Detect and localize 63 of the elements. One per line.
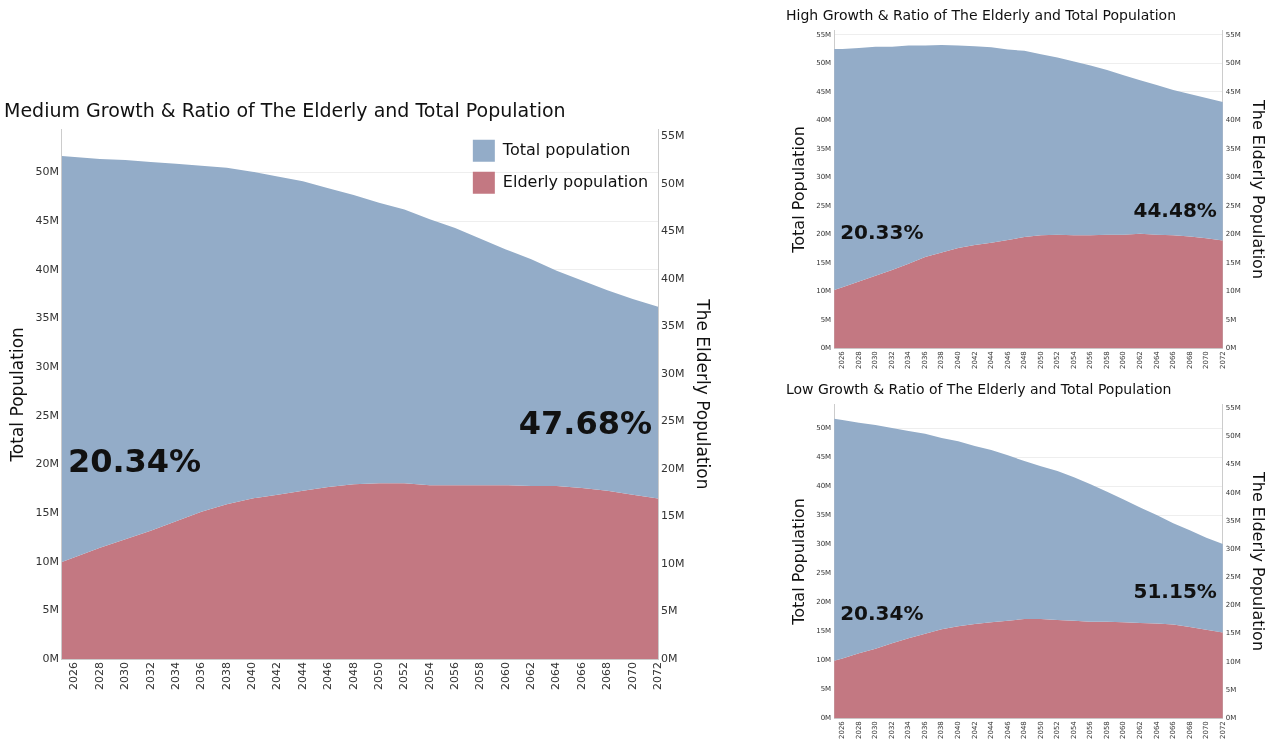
annotation: 51.15% xyxy=(1133,579,1217,604)
x-tick-label: 2062 xyxy=(524,662,538,691)
legend-label: Total population xyxy=(501,139,631,159)
x-tick-label: 2032 xyxy=(143,662,157,691)
chart-title: Low Growth & Ratio of The Elderly and Total Population xyxy=(786,381,1172,398)
y2-tick-label: 10M xyxy=(661,556,685,570)
y2-axis-title: The Elderly Population xyxy=(1249,470,1269,652)
y-tick-label: 0M xyxy=(42,651,59,665)
x-tick-label: 2030 xyxy=(118,662,132,691)
y-tick-label: 40M xyxy=(35,262,59,276)
y2-tick-label: 30M xyxy=(661,366,685,380)
y-tick-label: 10M xyxy=(35,554,59,568)
y2-tick-label: 5M xyxy=(661,604,678,618)
x-tick-label: 2060 xyxy=(498,662,512,691)
x-tick-label: 2058 xyxy=(473,662,487,691)
annotation: 20.34% xyxy=(840,600,924,625)
y-tick-label: 25M xyxy=(35,408,59,422)
y-tick-label: 30M xyxy=(35,360,59,374)
x-tick-label: 2042 xyxy=(270,662,284,691)
y2-tick-label: 0M xyxy=(661,651,678,665)
x-tick-label: 2046 xyxy=(321,662,335,691)
y-axis-title: Total Population xyxy=(6,327,27,463)
y2-axis-title: The Elderly Population xyxy=(693,298,714,490)
y2-tick-label: 55M xyxy=(661,129,685,143)
x-tick-label: 2064 xyxy=(549,662,563,691)
y2-tick-label: 50M xyxy=(661,176,685,190)
annotation: 20.34% xyxy=(67,441,202,480)
x-tick-label: 2054 xyxy=(422,662,436,691)
x-tick-label: 2072 xyxy=(650,662,664,691)
y-tick-label: 5M xyxy=(42,603,59,617)
x-tick-label: 2068 xyxy=(600,662,614,691)
y-tick-label: 15M xyxy=(35,505,59,519)
y2-tick-label: 35M xyxy=(661,319,685,333)
legend-label: Elderly population xyxy=(502,171,649,191)
x-tick-label: 2070 xyxy=(625,662,639,691)
x-tick-label: 2056 xyxy=(448,662,461,691)
x-tick-label: 2038 xyxy=(219,662,233,691)
annotation: 47.68% xyxy=(518,404,653,443)
y2-tick-label: 40M xyxy=(661,271,685,285)
annotation: 44.48% xyxy=(1133,197,1217,222)
x-tick-label: 2026 xyxy=(67,662,81,691)
y2-tick-label: 45M xyxy=(661,224,685,238)
y-tick-label: 45M xyxy=(35,214,59,228)
y2-axis-title: The Elderly Population xyxy=(1249,98,1269,280)
x-tick-label: 2048 xyxy=(346,662,360,691)
chart-title: High Growth & Ratio of The Elderly and Total Population xyxy=(786,7,1177,24)
x-tick-label: 2040 xyxy=(245,662,259,691)
y-axis-title: Total Population xyxy=(788,126,808,254)
y-tick-label: 35M xyxy=(35,311,59,325)
x-tick-label: 2028 xyxy=(92,662,106,691)
y2-tick-label: 25M xyxy=(661,414,685,428)
x-tick-label: 2034 xyxy=(168,662,182,691)
y-tick-label: 50M xyxy=(35,165,59,179)
x-tick-label: 2044 xyxy=(295,662,309,691)
chart-title: Medium Growth & Ratio of The Elderly and Total Population xyxy=(4,99,566,122)
y-tick-label: 20M xyxy=(35,457,59,471)
x-tick-label: 2050 xyxy=(371,662,385,691)
x-tick-label: 2036 xyxy=(194,662,208,691)
x-tick-label: 2052 xyxy=(397,662,411,691)
y2-tick-label: 20M xyxy=(661,461,685,475)
y2-tick-label: 15M xyxy=(661,509,685,523)
y-axis-title: Total Population xyxy=(788,498,808,626)
x-tick-label: 2066 xyxy=(574,662,588,691)
